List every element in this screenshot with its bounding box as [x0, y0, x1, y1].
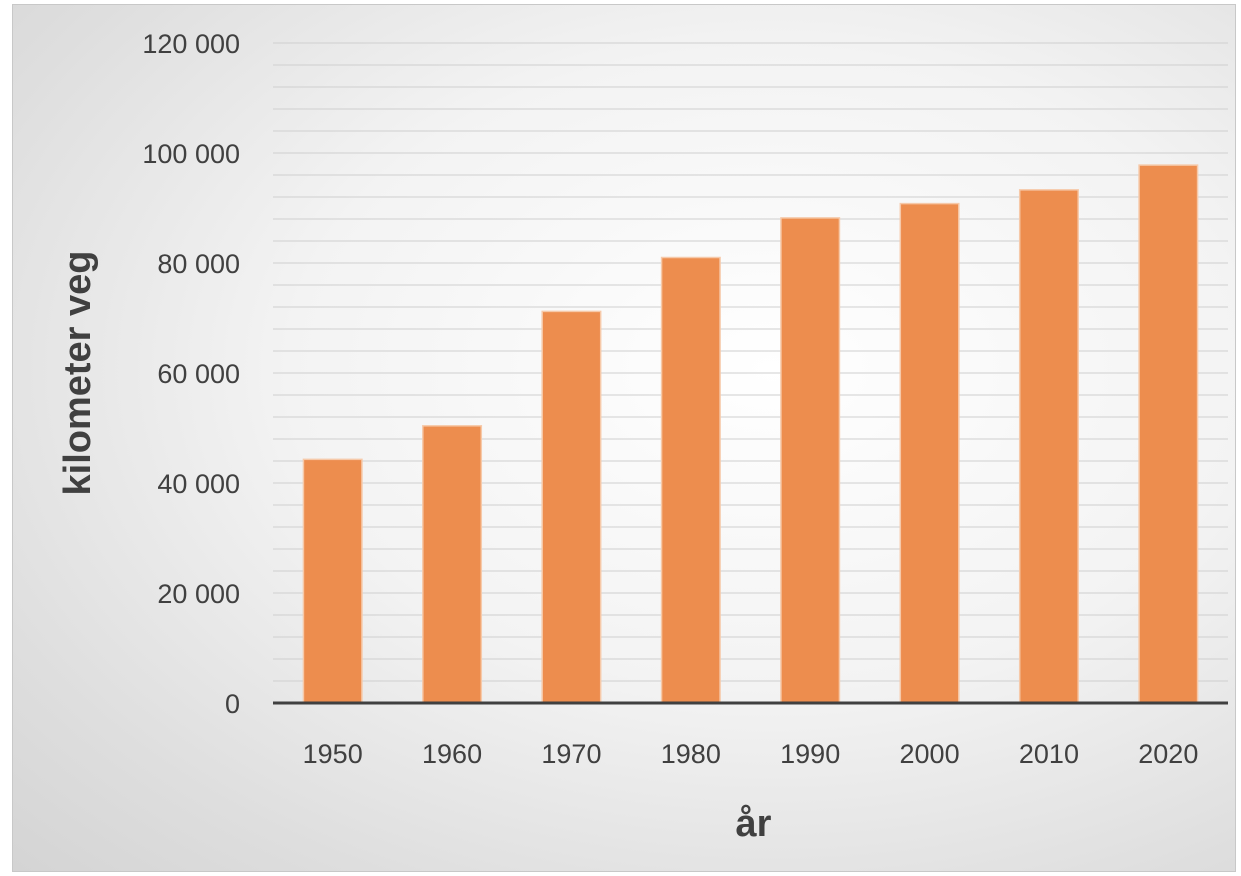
y-axis-title: kilometer veg	[57, 251, 99, 496]
y-tick-label: 120 000	[142, 29, 240, 59]
x-tick-label: 2000	[900, 739, 960, 769]
y-tick-label: 80 000	[157, 249, 240, 279]
bar-1950	[302, 458, 363, 704]
bars	[302, 164, 1199, 704]
bar-1990	[780, 217, 841, 704]
bar-2010	[1018, 189, 1079, 704]
x-tick-label: 2010	[1019, 739, 1079, 769]
y-tick-label: 20 000	[157, 579, 240, 609]
y-tick-label: 40 000	[157, 469, 240, 499]
x-tick-label: 1970	[541, 739, 601, 769]
x-tick-label: 1990	[780, 739, 840, 769]
x-tick-label: 2020	[1138, 739, 1198, 769]
x-tick-labels: 1950 1960 1970 1980 1990 2000 2010 2020	[303, 739, 1199, 769]
bar-1980	[660, 256, 721, 704]
x-tick-label: 1980	[661, 739, 721, 769]
bar-2020	[1138, 164, 1199, 704]
y-tick-label: 0	[225, 689, 240, 719]
bar-2000	[899, 202, 960, 704]
x-tick-label: 1960	[422, 739, 482, 769]
x-tick-label: 1950	[303, 739, 363, 769]
bar-1960	[422, 425, 483, 704]
y-tick-labels: 0 20 000 40 000 60 000 80 000 100 000 120 000	[142, 29, 240, 719]
x-axis-title: år	[736, 803, 772, 845]
y-tick-label: 100 000	[142, 139, 240, 169]
bar-1970	[541, 310, 602, 704]
gridlines	[273, 42, 1228, 704]
y-tick-label: 60 000	[157, 359, 240, 389]
